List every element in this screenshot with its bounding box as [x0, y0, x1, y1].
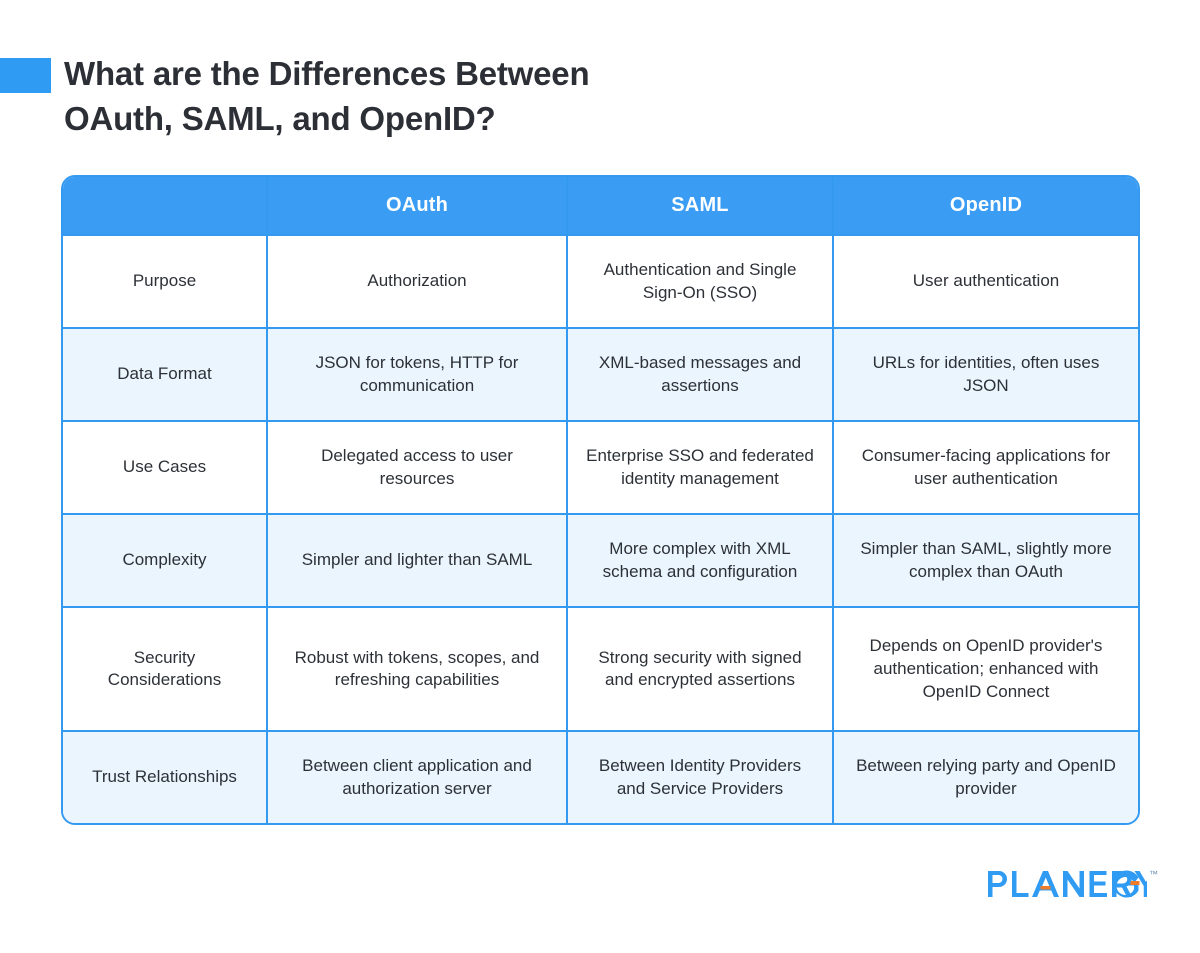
cell-purpose-oauth: Authorization — [267, 235, 568, 330]
column-header-saml: SAML — [567, 177, 834, 236]
trademark-symbol: ™ — [1149, 869, 1158, 879]
cell-use-cases-openid: Consumer-facing applications for user au… — [833, 421, 1138, 516]
cell-security-oauth: Robust with tokens, scopes, and refreshi… — [267, 607, 568, 733]
comparison-table: OAuth SAML OpenID Purpose Authorization … — [63, 177, 1138, 823]
accent-square-icon — [0, 58, 51, 93]
comparison-table-container: OAuth SAML OpenID Purpose Authorization … — [61, 175, 1140, 825]
cell-purpose-openid: User authentication — [833, 235, 1138, 330]
table-row: Data Format JSON for tokens, HTTP for co… — [63, 328, 1138, 423]
cell-security-openid: Depends on OpenID provider's authenticat… — [833, 607, 1138, 733]
cell-purpose-saml: Authentication and Single Sign-On (SSO) — [567, 235, 834, 330]
row-label-purpose: Purpose — [63, 235, 268, 330]
planergy-wordmark-icon — [988, 870, 1147, 898]
row-label-use-cases: Use Cases — [63, 421, 268, 516]
cell-data-format-oauth: JSON for tokens, HTTP for communication — [267, 328, 568, 423]
table-row: Use Cases Delegated access to user resou… — [63, 421, 1138, 516]
cell-complexity-oauth: Simpler and lighter than SAML — [267, 514, 568, 609]
table-header: OAuth SAML OpenID — [63, 177, 1138, 236]
table-row: Security Considerations Robust with toke… — [63, 607, 1138, 733]
column-header-openid: OpenID — [833, 177, 1138, 236]
table-header-row: OAuth SAML OpenID — [63, 177, 1138, 236]
cell-use-cases-oauth: Delegated access to user resources — [267, 421, 568, 516]
cell-use-cases-saml: Enterprise SSO and federated identity ma… — [567, 421, 834, 516]
table-row: Complexity Simpler and lighter than SAML… — [63, 514, 1138, 609]
cell-trust-oauth: Between client application and authoriza… — [267, 731, 568, 823]
planergy-logo: ™ — [987, 869, 1158, 903]
row-label-data-format: Data Format — [63, 328, 268, 423]
page-header: What are the Differences Between OAuth, … — [0, 0, 1200, 165]
cell-complexity-saml: More complex with XML schema and configu… — [567, 514, 834, 609]
row-label-complexity: Complexity — [63, 514, 268, 609]
row-label-security-considerations: Security Considerations — [63, 607, 268, 733]
table-body: Purpose Authorization Authentication and… — [63, 235, 1138, 823]
row-label-trust-relationships: Trust Relationships — [63, 731, 268, 823]
cell-data-format-openid: URLs for identities, often uses JSON — [833, 328, 1138, 423]
cell-complexity-openid: Simpler than SAML, slightly more complex… — [833, 514, 1138, 609]
table-row: Trust Relationships Between client appli… — [63, 731, 1138, 823]
table-row: Purpose Authorization Authentication and… — [63, 235, 1138, 330]
cell-trust-saml: Between Identity Providers and Service P… — [567, 731, 834, 823]
cell-trust-openid: Between relying party and OpenID provide… — [833, 731, 1138, 823]
cell-security-saml: Strong security with signed and encrypte… — [567, 607, 834, 733]
page-title: What are the Differences Between OAuth, … — [64, 55, 590, 137]
column-header-blank — [63, 177, 268, 236]
cell-data-format-saml: XML-based messages and assertions — [567, 328, 834, 423]
column-header-oauth: OAuth — [267, 177, 568, 236]
